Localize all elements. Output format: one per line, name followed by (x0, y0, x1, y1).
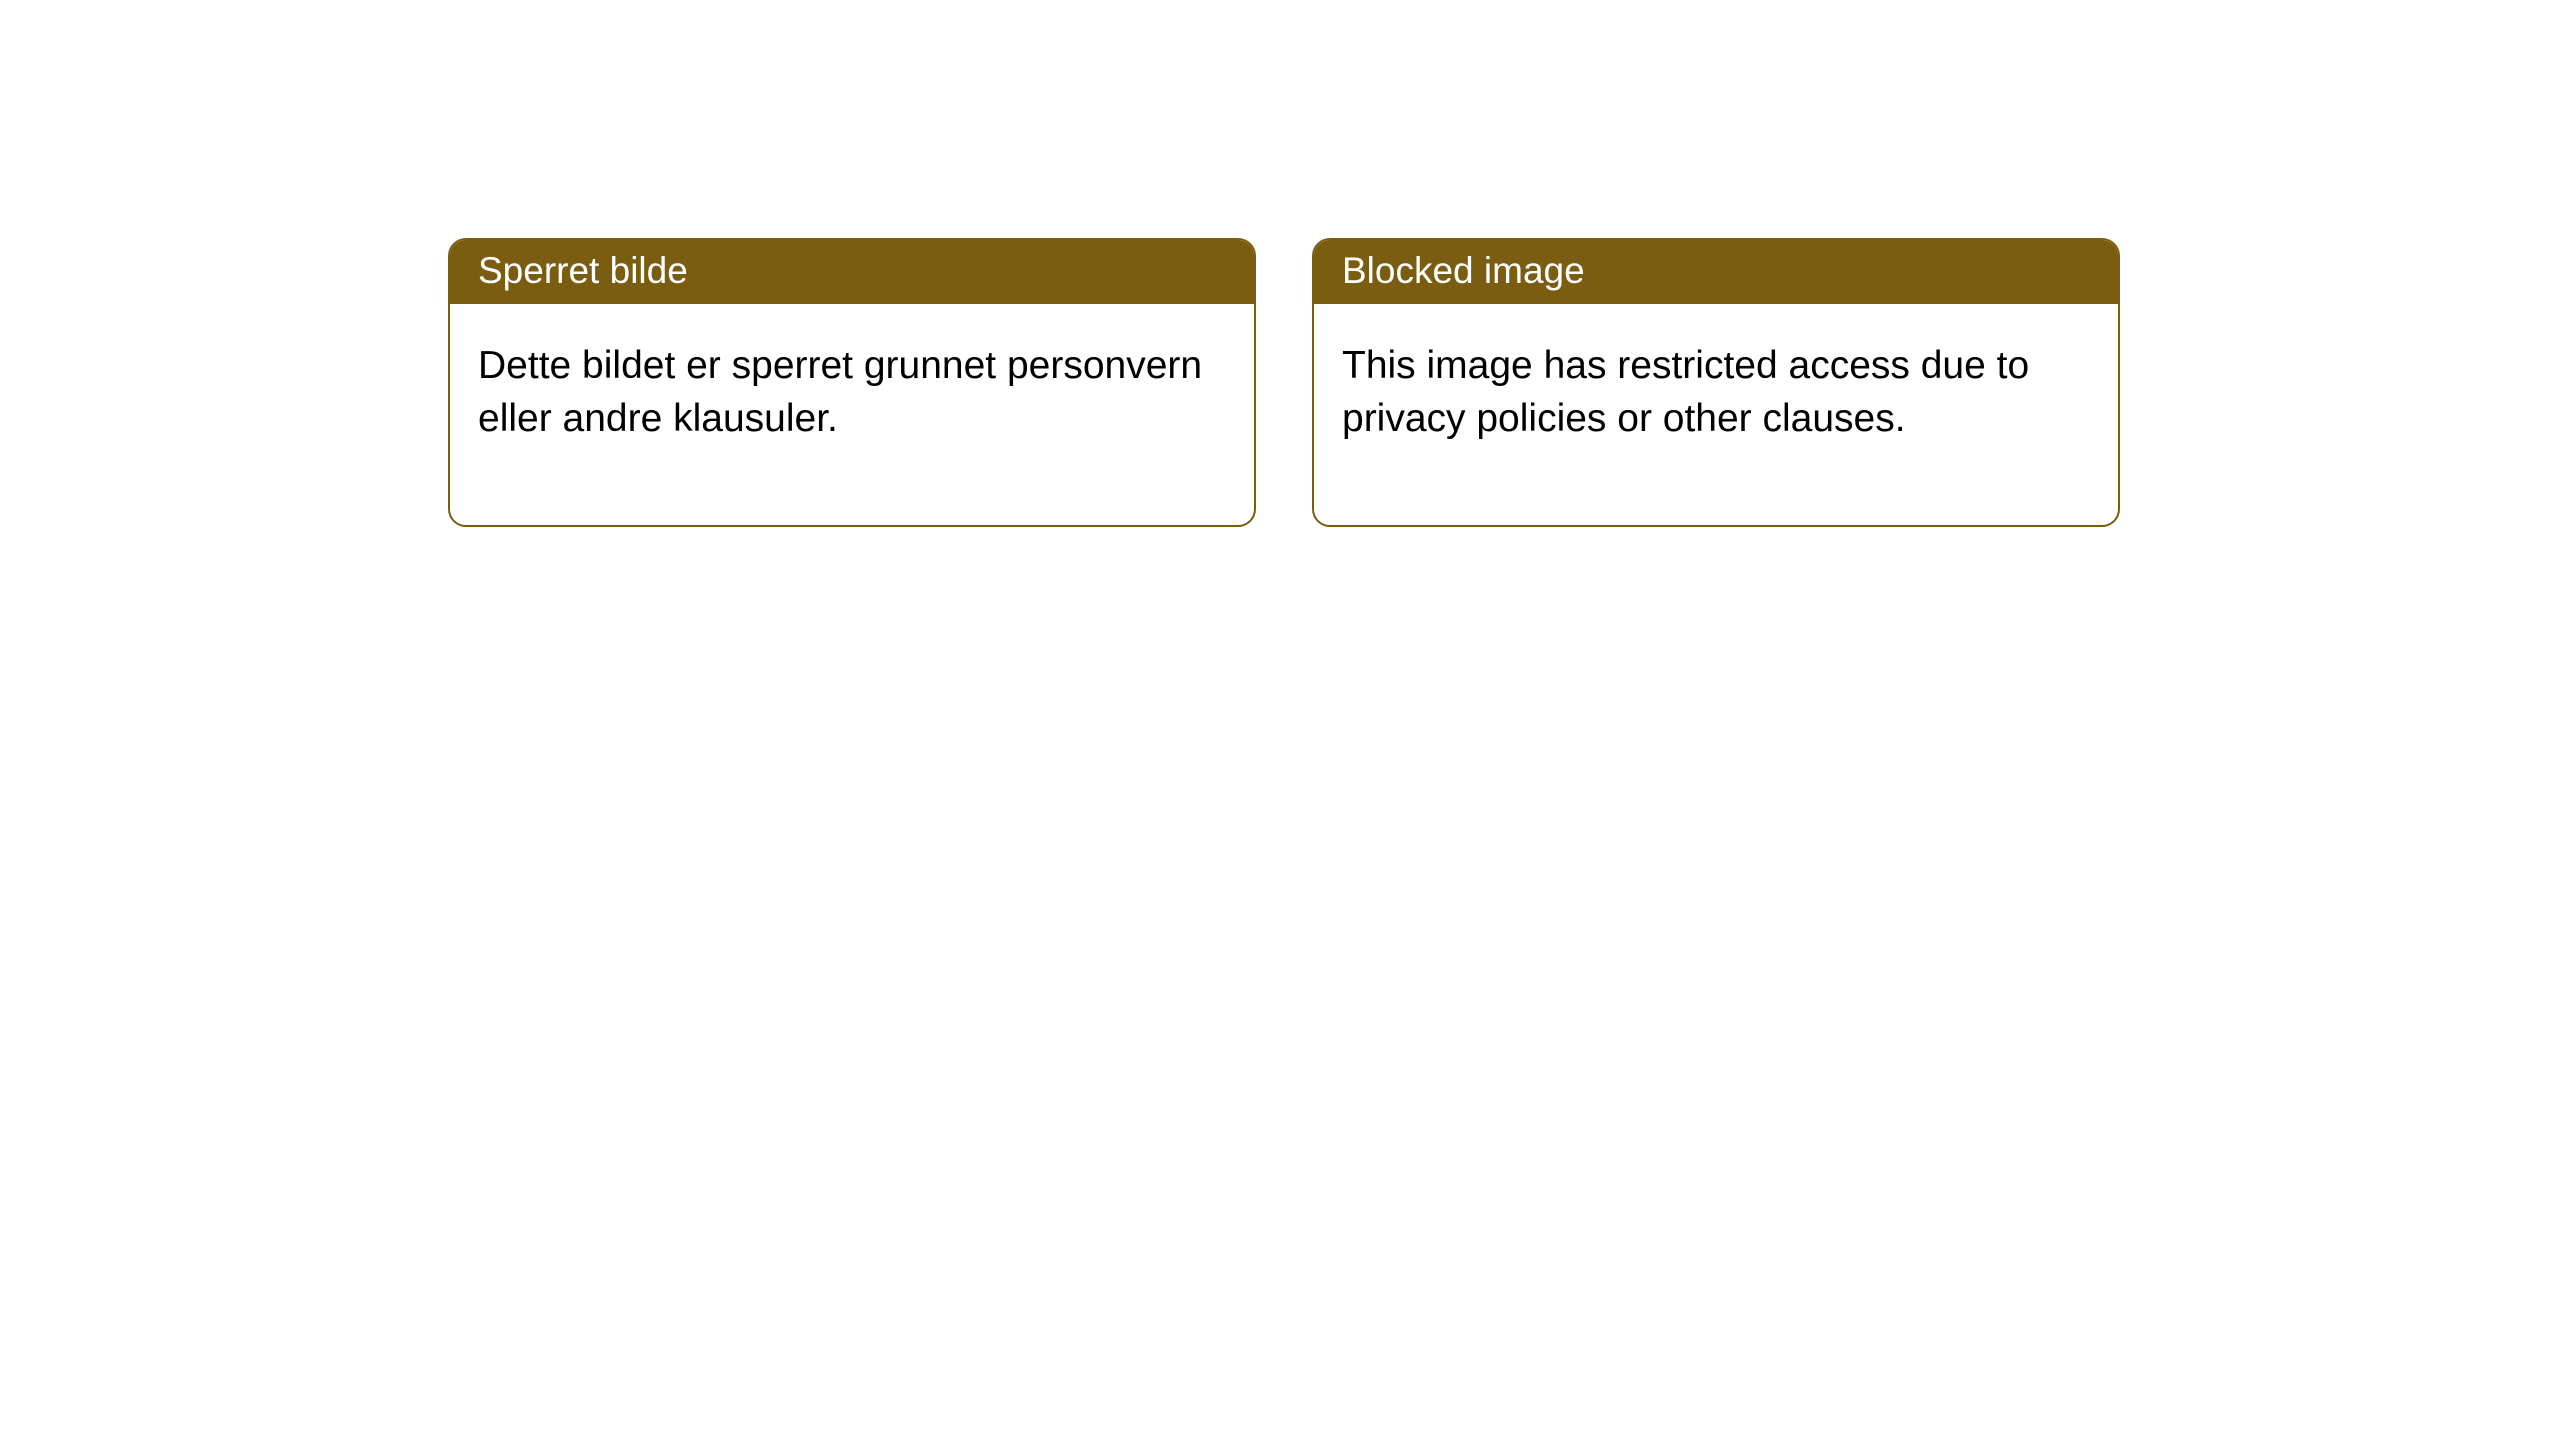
card-title-no: Sperret bilde (450, 240, 1254, 304)
blocked-image-card-en: Blocked image This image has restricted … (1312, 238, 2120, 527)
notice-container: Sperret bilde Dette bildet er sperret gr… (448, 238, 2120, 527)
blocked-image-card-no: Sperret bilde Dette bildet er sperret gr… (448, 238, 1256, 527)
card-body-no: Dette bildet er sperret grunnet personve… (450, 304, 1254, 525)
card-body-en: This image has restricted access due to … (1314, 304, 2118, 525)
card-title-en: Blocked image (1314, 240, 2118, 304)
